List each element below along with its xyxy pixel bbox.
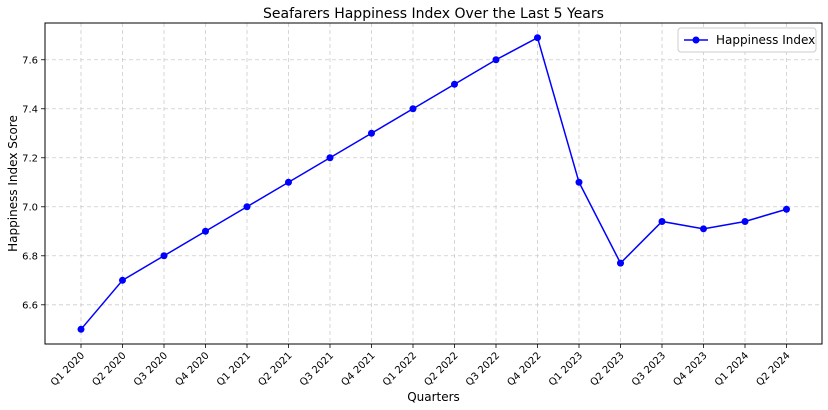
- x-tick-label: Q1 2022: [381, 350, 419, 388]
- grid: [45, 23, 822, 344]
- x-tick-label: Q4 2021: [340, 350, 378, 388]
- y-tick-label: 7.2: [22, 153, 38, 164]
- data-point: [451, 80, 458, 88]
- data-point: [409, 105, 417, 113]
- plot-frame: [44, 22, 823, 345]
- data-point: [534, 34, 541, 42]
- plot-area: [44, 22, 823, 345]
- legend-box: [677, 27, 817, 53]
- data-point: [492, 56, 500, 64]
- y-tick-label: 7.4: [22, 104, 38, 115]
- y-tick-label: 6.6: [22, 300, 38, 311]
- x-tick-label: Q3 2021: [298, 350, 336, 388]
- x-axis-title: Quarters: [407, 390, 460, 404]
- data-point: [160, 252, 168, 260]
- data-point: [741, 217, 749, 225]
- data-point: [700, 225, 707, 233]
- x-tick-label: Q4 2020: [174, 350, 212, 388]
- x-tick-label: Q2 2023: [589, 350, 627, 388]
- x-tick-label: Q2 2024: [755, 350, 793, 388]
- series-line: [80, 36, 787, 330]
- x-tick-label: Q2 2021: [257, 350, 295, 388]
- x-tick-label: Q1 2021: [215, 350, 253, 388]
- x-tick-label: Q2 2022: [423, 350, 461, 388]
- data-point: [326, 154, 334, 162]
- x-tick-label: Q4 2022: [506, 350, 544, 388]
- y-tick-label: 6.8: [22, 251, 38, 262]
- legend-label: Happiness Index: [716, 33, 815, 47]
- x-tick-label: Q3 2022: [464, 350, 502, 388]
- data-point: [783, 205, 790, 213]
- legend: Happiness Index: [677, 27, 817, 53]
- x-tick-label: Q3 2023: [630, 350, 668, 388]
- y-axis-title: Happiness Index Score: [6, 115, 20, 252]
- x-tick-label: Q4 2023: [672, 350, 710, 388]
- x-tick-label: Q2 2020: [91, 350, 129, 388]
- data-point: [77, 325, 85, 333]
- data-point: [202, 227, 209, 235]
- data-point: [617, 259, 624, 267]
- x-tick-label: Q3 2020: [132, 350, 170, 388]
- chart-title: Seafarers Happiness Index Over the Last …: [263, 6, 604, 22]
- data-point: [243, 203, 251, 211]
- y-axis: 6.6 6.8 7.0 7.2 7.4 7.6: [22, 55, 45, 311]
- x-tick-label: Q1 2020: [49, 350, 87, 388]
- x-tick-label: Q1 2024: [713, 350, 751, 388]
- data-point: [368, 129, 375, 137]
- data-point: [658, 217, 666, 225]
- y-tick-label: 7.0: [22, 202, 38, 213]
- data-point: [285, 178, 292, 186]
- y-tick-label: 7.6: [22, 55, 38, 66]
- x-tick-label: Q1 2023: [547, 350, 585, 388]
- data-point: [575, 178, 583, 186]
- legend-marker: [692, 36, 700, 44]
- x-axis: Q1 2020 Q2 2020 Q3 2020 Q4 2020 Q1 2021 Q2 20…: [49, 344, 793, 388]
- data-point: [119, 276, 126, 284]
